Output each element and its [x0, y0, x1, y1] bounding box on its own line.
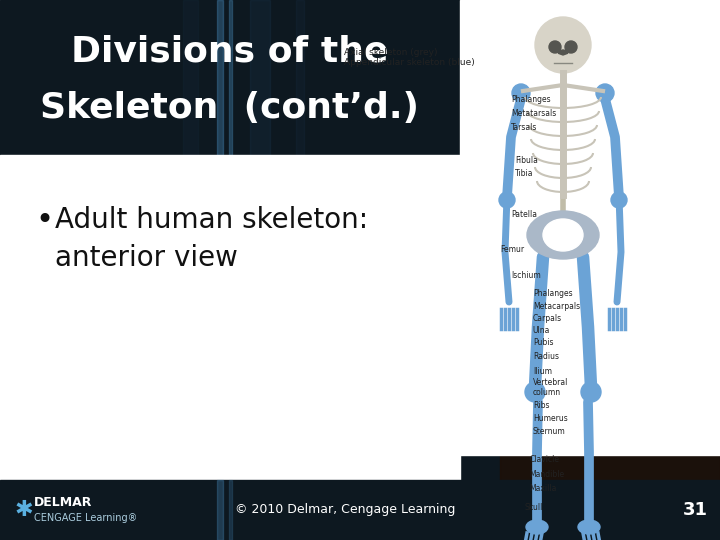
Circle shape: [565, 41, 577, 53]
Circle shape: [549, 41, 561, 53]
Bar: [0, 155, 460, 480]
Text: Femur: Femur: [500, 245, 525, 254]
Text: Humerus: Humerus: [533, 414, 567, 423]
Circle shape: [685, 85, 715, 115]
Bar: [217, 0, 223, 540]
Text: Maxilla: Maxilla: [529, 484, 557, 493]
Text: Ilium: Ilium: [533, 367, 552, 376]
Circle shape: [595, 125, 645, 175]
Text: Axial skeleton (grey): Axial skeleton (grey): [344, 49, 438, 57]
Ellipse shape: [578, 520, 600, 534]
Text: DELMAR: DELMAR: [34, 496, 92, 509]
Text: Ulna: Ulna: [533, 326, 550, 335]
Text: Fibula: Fibula: [515, 157, 538, 165]
Bar: [0, 480, 720, 540]
Text: Radius: Radius: [533, 352, 559, 361]
Ellipse shape: [527, 211, 599, 259]
Text: Vertebral
column: Vertebral column: [533, 378, 568, 397]
Text: Pubis: Pubis: [533, 339, 553, 347]
Text: Patella: Patella: [511, 211, 537, 219]
Bar: [229, 480, 232, 540]
Circle shape: [560, 280, 600, 320]
Text: Ischium: Ischium: [511, 271, 541, 280]
Text: Phalanges: Phalanges: [533, 289, 572, 298]
Circle shape: [512, 84, 530, 102]
Bar: [296, 0, 304, 540]
Bar: [500, 0, 720, 540]
Text: Ribs: Ribs: [533, 401, 549, 409]
Text: Clavicle: Clavicle: [529, 455, 559, 464]
Circle shape: [581, 382, 601, 402]
Text: Divisions of the: Divisions of the: [71, 35, 389, 69]
Circle shape: [611, 192, 627, 208]
Text: Tarsals: Tarsals: [511, 123, 538, 132]
Text: Metatarsals: Metatarsals: [511, 109, 557, 118]
Bar: [229, 0, 232, 540]
Text: CENGAGE Learning®: CENGAGE Learning®: [34, 513, 138, 523]
Circle shape: [499, 192, 515, 208]
Text: Phalanges: Phalanges: [511, 95, 551, 104]
Text: 31: 31: [683, 501, 708, 519]
Ellipse shape: [526, 520, 548, 534]
Text: Mandible: Mandible: [529, 470, 564, 478]
Text: Appendicular skeleton (blue): Appendicular skeleton (blue): [344, 58, 475, 66]
Text: Tibia: Tibia: [515, 170, 534, 178]
Circle shape: [596, 84, 614, 102]
Text: Skull: Skull: [524, 503, 543, 512]
Bar: [250, 0, 270, 540]
Text: ✱: ✱: [15, 500, 34, 520]
Circle shape: [630, 170, 690, 230]
Circle shape: [525, 382, 545, 402]
Text: Carpals: Carpals: [533, 314, 562, 323]
Bar: [460, 0, 720, 455]
Bar: [217, 480, 223, 540]
Bar: [183, 0, 198, 540]
Circle shape: [542, 62, 578, 98]
Text: anterior view: anterior view: [55, 244, 238, 272]
Wedge shape: [558, 50, 567, 55]
Text: Metacarpals: Metacarpals: [533, 302, 580, 310]
Text: Adult human skeleton:: Adult human skeleton:: [55, 206, 368, 234]
Text: Sternum: Sternum: [533, 428, 565, 436]
Text: Skeleton  (cont’d.): Skeleton (cont’d.): [40, 91, 420, 125]
Circle shape: [535, 17, 591, 73]
Ellipse shape: [543, 219, 583, 251]
Text: •: •: [35, 206, 53, 234]
Text: © 2010 Delmar, Cengage Learning: © 2010 Delmar, Cengage Learning: [235, 503, 456, 516]
